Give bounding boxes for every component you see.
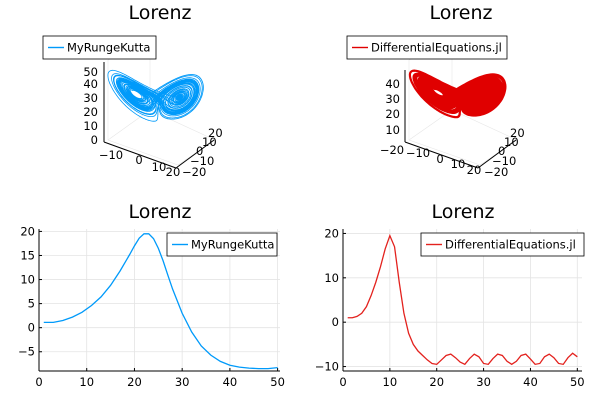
z-tick-label: 50 <box>83 65 98 79</box>
panel-title: Lorenz <box>432 201 495 223</box>
x-tick-label: 0 <box>35 375 42 389</box>
x-tick-label: −20 <box>380 143 404 157</box>
attractor-trajectory <box>408 69 507 119</box>
y-tick-label: −10 <box>492 154 516 168</box>
y-tick-label: −20 <box>484 165 508 179</box>
panel-title: Lorenz <box>430 2 493 24</box>
y-tick-label: 20 <box>324 226 339 240</box>
panel-line-myrungekutta: Lorenz 0 10 20 30 40 50 −5 0 5 10 15 20 MyRungeKutt… <box>18 201 285 389</box>
legend: MyRungeKutta <box>42 35 157 60</box>
x-tick-label: 20 <box>127 375 142 389</box>
z-tick-label: 0 <box>91 133 98 147</box>
tick-labels: 0 10 20 30 40 50 −5 0 5 10 15 20 <box>18 224 285 389</box>
y-tick-label: −10 <box>190 154 214 168</box>
legend-label: DifferentialEquations.jl <box>445 238 576 252</box>
x-tick-label: 0 <box>135 153 142 167</box>
z-tick-label: 30 <box>83 91 98 105</box>
legend-label: MyRungeKutta <box>191 238 274 252</box>
z-tick-label: 20 <box>385 107 400 121</box>
x-tick-label: 20 <box>467 163 482 177</box>
y-tick-label: −10 <box>315 360 339 374</box>
x-tick-label: 20 <box>166 165 181 179</box>
y-tick-label: 10 <box>324 271 339 285</box>
y-tick-label: 20 <box>208 126 223 140</box>
y-tick-label: −20 <box>182 165 206 179</box>
legend-label: DifferentialEquations.jl <box>371 41 502 55</box>
x-tick-labels: −20 −10 0 10 20 <box>380 143 481 177</box>
x-tick-label: 10 <box>451 157 466 171</box>
x-tick-label: 10 <box>383 375 398 389</box>
axis-lines <box>404 70 517 169</box>
x-tick-label: 20 <box>429 375 444 389</box>
legend: DifferentialEquations.jl <box>420 232 585 257</box>
y-tick-label: 5 <box>28 297 35 311</box>
x-tick-label: −10 <box>406 146 430 160</box>
legend: MyRungeKutta <box>166 232 278 257</box>
panel-title: Lorenz <box>129 201 192 223</box>
x-tick-label: 30 <box>476 375 491 389</box>
y-tick-label: 10 <box>202 135 217 149</box>
y-tick-label: 20 <box>20 224 35 238</box>
x-tick-label: 40 <box>523 375 538 389</box>
attractor-trajectory <box>107 69 204 122</box>
x-tick-label: 50 <box>570 375 585 389</box>
z-tick-label: 40 <box>83 77 98 91</box>
y-tick-label: 10 <box>504 135 519 149</box>
x-tick-label: 0 <box>339 375 346 389</box>
y-tick-label: 0 <box>498 144 505 158</box>
y-tick-label: 20 <box>510 126 525 140</box>
x-tick-label: 10 <box>152 160 167 174</box>
z-tick-label: 10 <box>83 119 98 133</box>
x-tick-label: −10 <box>99 148 123 162</box>
y-tick-label: 0 <box>28 321 35 335</box>
x-tick-label: 50 <box>270 375 285 389</box>
x-tick-labels: −10 0 10 20 <box>99 148 180 179</box>
series-line <box>43 233 278 370</box>
y-tick-label: 15 <box>20 248 35 262</box>
y-tick-label: 0 <box>332 315 339 329</box>
axis-lines <box>103 62 215 169</box>
x-tick-label: 30 <box>175 375 190 389</box>
z-tick-label: 30 <box>385 92 400 106</box>
y-tick-label: 10 <box>20 273 35 287</box>
x-tick-label: 40 <box>223 375 238 389</box>
y-tick-label: −5 <box>18 345 35 359</box>
axes <box>38 229 280 372</box>
z-tick-label: 10 <box>385 123 400 137</box>
y-tick-label: 0 <box>196 144 203 158</box>
z-tick-label: 20 <box>83 105 98 119</box>
legend: DifferentialEquations.jl <box>346 35 508 60</box>
z-tick-label: 40 <box>385 77 400 91</box>
panel-title: Lorenz <box>129 2 192 24</box>
x-tick-label: 10 <box>79 375 94 389</box>
legend-label: MyRungeKutta <box>67 41 150 55</box>
series-line <box>347 233 578 366</box>
axes <box>342 229 582 372</box>
x-tick-label: 0 <box>436 152 443 166</box>
